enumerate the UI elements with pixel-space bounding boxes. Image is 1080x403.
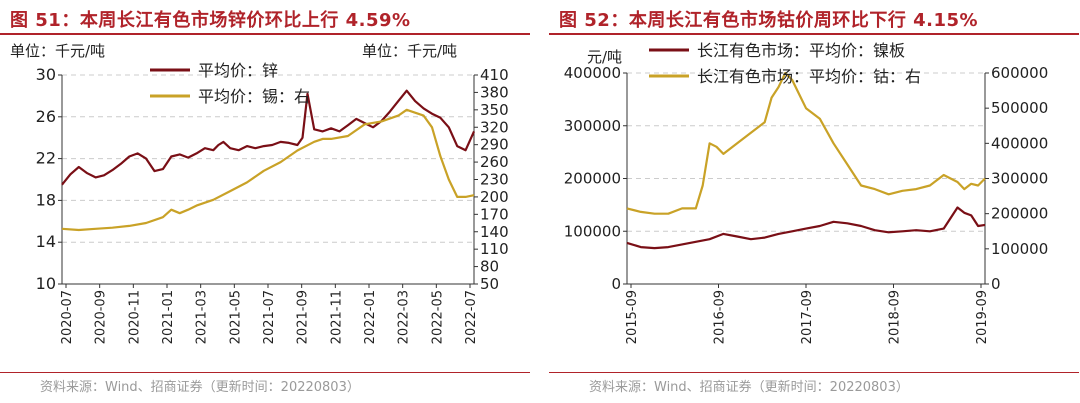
y-right-tick-label: 600000 [991, 64, 1048, 82]
y-right-tick-label: 200 [480, 188, 509, 206]
y-left-tick-label: 10 [36, 274, 56, 293]
figure-51-title: 图 51：本周长江有色市场锌价环比上行 4.59% [10, 10, 411, 31]
x-tick-label: 2018-09 [888, 290, 903, 344]
y-right-tick-label: 400000 [991, 134, 1048, 152]
x-tick-label: 2022-07 [464, 290, 479, 344]
y-left-tick-label: 14 [36, 232, 56, 251]
y-right-tick-label: 100000 [991, 240, 1048, 258]
x-tick-label: 2021-05 [228, 290, 243, 344]
y-right-tick-label: 170 [480, 205, 509, 223]
y-right-tick-label: 200000 [991, 205, 1048, 223]
y-right-tick-label: 50 [480, 275, 499, 293]
y-right-tick-label: 320 [480, 118, 509, 136]
y-right-tick-label: 110 [480, 240, 509, 258]
x-tick-label: 2019-09 [975, 290, 990, 344]
series-line [626, 206, 986, 250]
source-note: 资料来源：Wind、招商证券（更新时间：20220803） [589, 380, 909, 395]
figure-52-title: 图 52：本周长江有色市场钴价周环比下行 4.15% [559, 10, 979, 31]
source-rule [0, 372, 530, 373]
y-right-tick-label: 230 [480, 171, 509, 189]
y-right-tick-label: 300000 [991, 170, 1048, 188]
y-right-tick-label: 80 [480, 258, 499, 276]
x-tick-label: 2021-01 [161, 290, 176, 344]
legend-label: 长江有色市场：平均价：钴：右 [697, 67, 921, 86]
y-left-tick-label: 300000 [564, 117, 621, 135]
x-tick-label: 2022-01 [363, 290, 378, 344]
title-rule [549, 33, 1079, 35]
y-right-tick-label: 0 [991, 275, 1001, 293]
zinc-panel: 图 51：本周长江有色市场锌价环比上行 4.59% 单位：千元/吨 单位：千元/… [0, 0, 530, 403]
y-right-tick-label: 500000 [991, 99, 1048, 117]
y-left-tick-label: 22 [36, 149, 56, 168]
source-rule [549, 372, 1079, 373]
y-right-tick-label: 410 [480, 66, 509, 84]
cobalt-panel: 图 52：本周长江有色市场钴价周环比下行 4.15% 元/吨 0 100000 20… [549, 0, 1079, 403]
left-unit-label: 单位：千元/吨 [10, 42, 106, 60]
y-left-tick-label: 18 [36, 190, 56, 209]
x-tick-label: 2022-05 [430, 290, 445, 344]
y-right-tick-label: 260 [480, 153, 509, 171]
series-line [61, 89, 476, 186]
x-tick-label: 2020-09 [94, 290, 109, 344]
y-left-tick-label: 400000 [564, 64, 621, 82]
cobalt-chart: 0 100000 200000 300000 400000 0 100000 200000 30… [564, 41, 1049, 344]
right-unit-label: 单位：千元/吨 [362, 42, 458, 60]
x-tick-label: 2015-09 [625, 290, 640, 344]
x-tick-label: 2021-03 [195, 290, 210, 344]
y-right-tick-label: 380 [480, 83, 509, 101]
y-left-tick-label: 100000 [564, 222, 621, 240]
x-tick-label: 2017-09 [800, 290, 815, 344]
left-unit-label: 元/吨 [587, 48, 623, 66]
title-rule [0, 33, 530, 35]
y-left-tick-label: 30 [36, 65, 56, 84]
x-tick-label: 2021-07 [262, 290, 277, 344]
series-line [626, 71, 986, 215]
y-right-tick-label: 140 [480, 223, 509, 241]
x-tick-label: 2020-11 [127, 290, 142, 344]
zinc-chart: 10 14 18 22 26 30 5080110140170200230260290320… [36, 61, 509, 344]
legend-label: 平均价：锡：右 [198, 87, 310, 106]
x-tick-label: 2021-09 [296, 290, 311, 344]
y-right-tick-label: 350 [480, 101, 509, 119]
x-tick-label: 2020-07 [60, 290, 75, 344]
x-tick-label: 2022-03 [397, 290, 412, 344]
x-tick-label: 2021-11 [329, 290, 344, 344]
y-left-tick-label: 0 [611, 275, 621, 293]
y-left-tick-label: 26 [36, 107, 56, 126]
legend-label: 长江有色市场：平均价：镍板 [697, 41, 905, 60]
series-line [61, 108, 475, 232]
y-right-tick-label: 290 [480, 136, 509, 154]
y-left-tick-label: 200000 [564, 170, 621, 188]
source-note: 资料来源：Wind、招商证券（更新时间：20220803） [40, 380, 360, 395]
legend-label: 平均价：锌 [198, 61, 278, 80]
x-tick-label: 2016-09 [713, 290, 728, 344]
